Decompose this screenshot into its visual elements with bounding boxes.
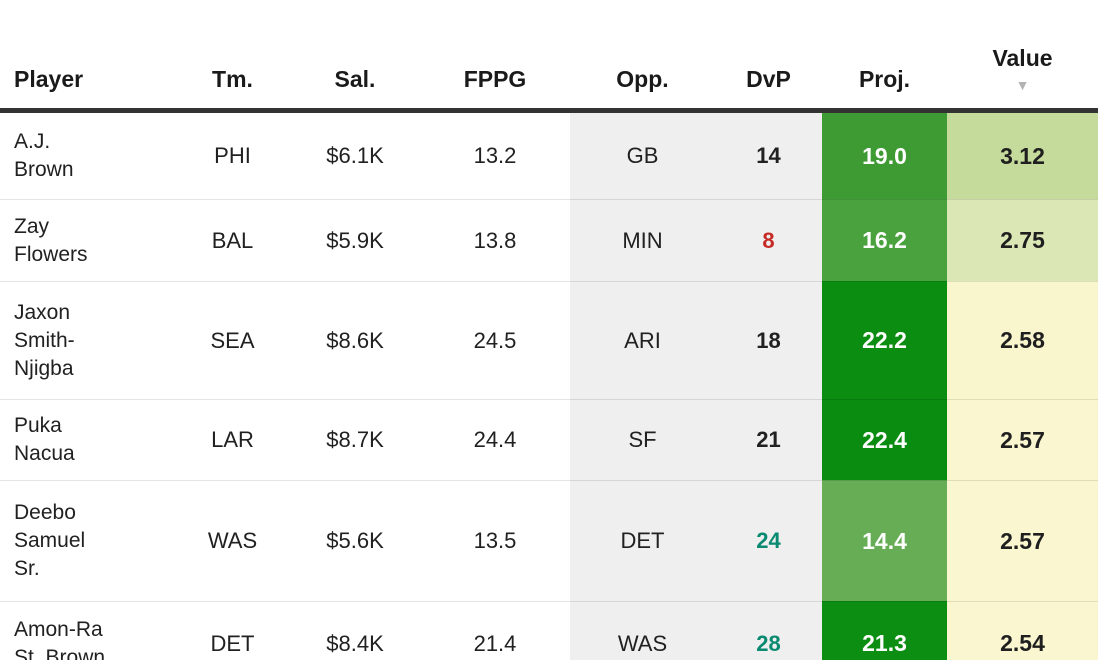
team-cell: SEA [175,281,290,399]
value-cell: 2.57 [947,480,1098,601]
column-header-fppg[interactable]: FPPG [420,0,570,113]
table-row: Puka Nacua LAR $8.7K 24.4 SF 21 22.4 2.5… [0,399,1098,480]
fppg-cell: 24.4 [420,399,570,480]
table-row: Deebo Samuel Sr. WAS $5.6K 13.5 DET 24 1… [0,480,1098,601]
dvp-cell: 14 [715,113,822,199]
projection-cell: 21.3 [822,601,947,660]
column-header-player[interactable]: Player [0,0,175,113]
team-cell: WAS [175,480,290,601]
team-cell: DET [175,601,290,660]
team-cell: PHI [175,113,290,199]
value-cell: 3.12 [947,113,1098,199]
value-cell: 2.54 [947,601,1098,660]
dvp-cell: 24 [715,480,822,601]
projection-cell: 22.4 [822,399,947,480]
team-cell: LAR [175,399,290,480]
player-name-cell: Jaxon Smith-Njigba [0,281,175,399]
salary-cell: $8.6K [290,281,420,399]
player-name: Zay Flowers [14,214,88,266]
fppg-cell: 24.5 [420,281,570,399]
column-header-proj[interactable]: Proj. [822,0,947,113]
salary-cell: $6.1K [290,113,420,199]
projection-cell: 16.2 [822,199,947,281]
opponent-cell: MIN [570,199,715,281]
player-name-cell: A.J. Brown [0,113,175,199]
projection-cell: 19.0 [822,113,947,199]
table-row: Zay Flowers BAL $5.9K 13.8 MIN 8 16.2 2.… [0,199,1098,281]
table-row: Jaxon Smith-Njigba SEA $8.6K 24.5 ARI 18… [0,281,1098,399]
player-name: Puka Nacua [14,414,75,465]
column-header-salary[interactable]: Sal. [290,0,420,113]
fppg-cell: 13.5 [420,480,570,601]
column-header-team[interactable]: Tm. [175,0,290,113]
fppg-cell: 13.2 [420,113,570,199]
opponent-cell: GB [570,113,715,199]
player-name: Jaxon Smith-Njigba [14,300,75,380]
opponent-cell: WAS [570,601,715,660]
opponent-cell: ARI [570,281,715,399]
column-header-value[interactable]: Value ▼ [947,0,1098,113]
value-cell: 2.58 [947,281,1098,399]
salary-cell: $5.9K [290,199,420,281]
opponent-cell: SF [570,399,715,480]
projection-cell: 22.2 [822,281,947,399]
player-name-cell: Deebo Samuel Sr. [0,480,175,601]
table-row: A.J. Brown PHI $6.1K 13.2 GB 14 19.0 3.1… [0,113,1098,199]
dvp-cell: 28 [715,601,822,660]
player-name: Deebo Samuel Sr. [14,501,86,580]
column-header-value-label: Value [992,44,1053,71]
column-header-dvp[interactable]: DvP [715,0,822,113]
table-row: Amon-Ra St. Brown DET $8.4K 21.4 WAS 28 … [0,601,1098,660]
dvp-cell: 8 [715,199,822,281]
sort-desc-icon: ▼ [1015,77,1030,93]
dvp-cell: 18 [715,281,822,399]
value-cell: 2.75 [947,199,1098,281]
column-header-opponent[interactable]: Opp. [570,0,715,113]
player-name-cell: Puka Nacua [0,399,175,480]
dvp-cell: 21 [715,399,822,480]
header-row: Player Tm. Sal. FPPG Opp. DvP Proj. Valu… [0,0,1098,113]
player-name: A.J. Brown [14,130,74,181]
value-cell: 2.57 [947,399,1098,480]
projection-cell: 14.4 [822,480,947,601]
player-name-cell: Amon-Ra St. Brown [0,601,175,660]
team-cell: BAL [175,199,290,281]
salary-cell: $8.7K [290,399,420,480]
fppg-cell: 13.8 [420,199,570,281]
player-name-cell: Zay Flowers [0,199,175,281]
salary-cell: $8.4K [290,601,420,660]
player-name: Amon-Ra St. Brown [14,617,106,660]
salary-cell: $5.6K [290,480,420,601]
opponent-cell: DET [570,480,715,601]
fppg-cell: 21.4 [420,601,570,660]
